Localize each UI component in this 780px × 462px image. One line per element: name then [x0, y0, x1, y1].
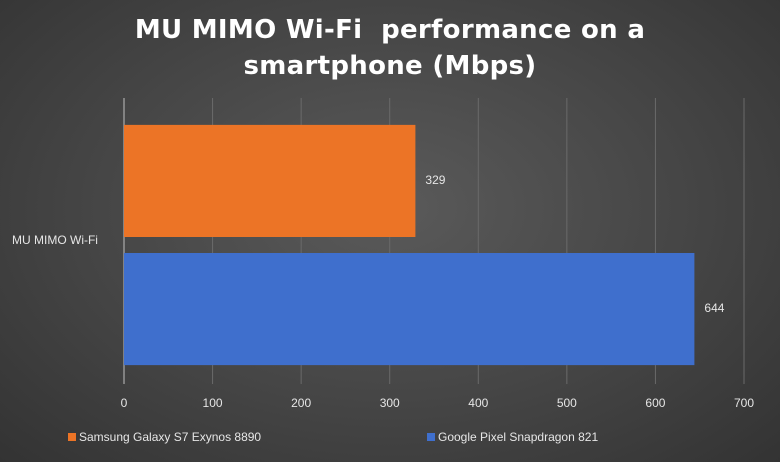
legend-swatch: [427, 433, 435, 441]
legend-label: Google Pixel Snapdragon 821: [438, 430, 598, 444]
legend-label: Samsung Galaxy S7 Exynos 8890: [79, 430, 261, 444]
data-label: 329: [425, 173, 445, 187]
y-tick-label: MU MIMO Wi-Fi: [12, 233, 98, 247]
x-tick-label: 400: [468, 396, 488, 410]
chart-title: MU MIMO Wi-Fi performance on a smartphon…: [134, 15, 655, 81]
bar: [124, 253, 695, 366]
x-tick-label: 300: [380, 396, 400, 410]
x-tick-label: 700: [734, 396, 754, 410]
x-tick-label: 200: [291, 396, 311, 410]
legend-swatch: [68, 433, 76, 441]
bar: [124, 124, 416, 237]
x-tick-label: 0: [121, 396, 128, 410]
x-tick-label: 100: [203, 396, 223, 410]
data-label: 644: [704, 301, 724, 315]
x-tick-label: 600: [645, 396, 665, 410]
x-tick-label: 500: [557, 396, 577, 410]
